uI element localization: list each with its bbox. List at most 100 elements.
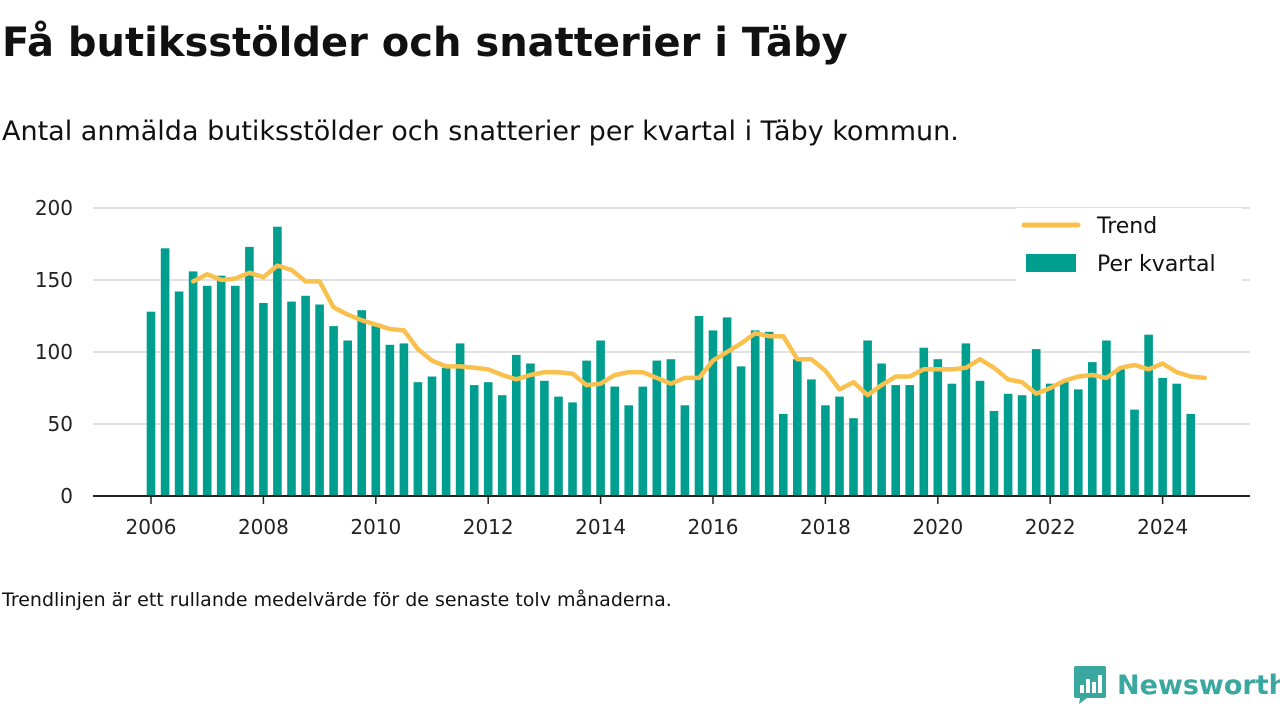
bar-5 bbox=[216, 275, 226, 496]
bar-63 bbox=[1031, 349, 1041, 496]
bar-73 bbox=[1172, 383, 1181, 496]
bar-28 bbox=[540, 380, 549, 496]
trend-line bbox=[190, 263, 1208, 398]
bar-48 bbox=[821, 405, 830, 496]
bar-68 bbox=[1102, 340, 1111, 496]
bar-55 bbox=[919, 347, 929, 496]
bar-74 bbox=[1186, 413, 1195, 496]
bar-23 bbox=[469, 385, 479, 496]
bar-29 bbox=[554, 396, 563, 496]
bar-17 bbox=[385, 344, 395, 496]
legend-bar-swatch bbox=[1026, 254, 1076, 272]
bar-37 bbox=[666, 359, 676, 496]
bar-19 bbox=[413, 382, 423, 496]
bar-31 bbox=[582, 360, 591, 496]
bar-26 bbox=[512, 354, 521, 496]
bar-chart-speech-bubble-icon bbox=[1074, 666, 1106, 704]
footnote: Trendlinjen är ett rullande medelvärde f… bbox=[2, 589, 672, 611]
bar-59 bbox=[975, 380, 985, 496]
bar-27 bbox=[526, 363, 535, 496]
bar-60 bbox=[989, 411, 999, 496]
bar-67 bbox=[1088, 362, 1097, 496]
bar-41 bbox=[722, 317, 732, 496]
bar-61 bbox=[1003, 393, 1013, 496]
bar-32 bbox=[596, 340, 605, 496]
bar-54 bbox=[905, 385, 914, 496]
bar-43 bbox=[750, 330, 760, 496]
x-tick-label-2006: 2006 bbox=[126, 515, 177, 539]
bar-14 bbox=[343, 340, 352, 496]
bar-71 bbox=[1144, 334, 1153, 496]
bar-9 bbox=[273, 226, 282, 496]
bar-45 bbox=[779, 413, 788, 496]
bar-40 bbox=[708, 330, 718, 496]
bar-39 bbox=[694, 316, 704, 496]
bar-64 bbox=[1045, 383, 1055, 496]
bar-50 bbox=[849, 418, 858, 496]
bar-8 bbox=[259, 303, 268, 496]
bar-34 bbox=[624, 405, 633, 496]
brand-name: Newsworthy bbox=[1117, 669, 1280, 701]
brand: Newsworthy bbox=[1073, 664, 1280, 706]
bar-25 bbox=[497, 395, 507, 496]
x-tick-label-2016: 2016 bbox=[688, 515, 739, 539]
legend: Trend Per kvartal bbox=[1016, 208, 1242, 282]
bar-30 bbox=[568, 402, 577, 496]
bar-0 bbox=[146, 311, 156, 496]
legend-trend-label: Trend bbox=[1096, 214, 1157, 239]
x-tick-label-2024: 2024 bbox=[1137, 515, 1188, 539]
x-tick-label-2014: 2014 bbox=[575, 515, 626, 539]
bar-47 bbox=[807, 379, 816, 496]
bar-70 bbox=[1130, 409, 1139, 496]
bar-series bbox=[146, 226, 1195, 496]
bar-3 bbox=[188, 271, 198, 496]
y-axis-ticks: 0 50 100 150 200 bbox=[35, 196, 73, 508]
bar-57 bbox=[947, 383, 957, 496]
bar-10 bbox=[287, 301, 296, 496]
bar-1 bbox=[160, 248, 170, 496]
bar-2 bbox=[174, 291, 184, 496]
bar-35 bbox=[638, 386, 648, 496]
bar-69 bbox=[1116, 367, 1125, 496]
y-tick-label-150: 150 bbox=[35, 268, 73, 292]
bar-4 bbox=[202, 285, 212, 496]
chart-title: Få butiksstölder och snatterier i Täby bbox=[2, 20, 848, 66]
y-tick-label-100: 100 bbox=[35, 340, 73, 364]
bar-52 bbox=[877, 363, 886, 496]
x-tick-label-2018: 2018 bbox=[800, 515, 851, 539]
chart-subtitle: Antal anmälda butiksstölder och snatteri… bbox=[2, 116, 959, 147]
bar-21 bbox=[441, 367, 451, 496]
x-tick-label-2008: 2008 bbox=[238, 515, 289, 539]
bar-6 bbox=[231, 285, 240, 496]
bar-24 bbox=[483, 382, 493, 496]
legend-bar-label: Per kvartal bbox=[1097, 252, 1216, 277]
bar-22 bbox=[455, 343, 465, 496]
bar-13 bbox=[329, 326, 338, 496]
x-axis-ticks: 2006 2008 2010 2012 2014 2016 2018 2020 2022 2024 bbox=[126, 496, 1188, 539]
x-tick-label-2012: 2012 bbox=[463, 515, 514, 539]
bar-7 bbox=[245, 246, 254, 496]
x-tick-label-2022: 2022 bbox=[1025, 515, 1076, 539]
bar-20 bbox=[427, 376, 437, 496]
bar-33 bbox=[610, 386, 619, 496]
bar-11 bbox=[301, 295, 310, 496]
bar-62 bbox=[1017, 395, 1027, 496]
bar-15 bbox=[357, 310, 366, 496]
y-tick-label-0: 0 bbox=[60, 484, 73, 508]
bar-36 bbox=[652, 360, 662, 496]
trend-series bbox=[190, 263, 1208, 398]
y-tick-label-50: 50 bbox=[48, 412, 73, 436]
bar-16 bbox=[371, 326, 381, 496]
y-tick-label-200: 200 bbox=[35, 196, 73, 220]
x-tick-label-2010: 2010 bbox=[350, 515, 401, 539]
bar-44 bbox=[764, 331, 774, 496]
bar-56 bbox=[933, 359, 943, 496]
bar-66 bbox=[1074, 389, 1083, 496]
x-tick-label-2020: 2020 bbox=[912, 515, 963, 539]
bar-12 bbox=[315, 304, 324, 496]
bar-72 bbox=[1158, 377, 1167, 496]
bar-46 bbox=[793, 359, 802, 496]
chart: 0 50 100 150 200 2006 2008 2010 2012 2014 2016 201… bbox=[35, 196, 1250, 539]
bar-65 bbox=[1060, 380, 1069, 496]
bar-53 bbox=[891, 385, 900, 496]
